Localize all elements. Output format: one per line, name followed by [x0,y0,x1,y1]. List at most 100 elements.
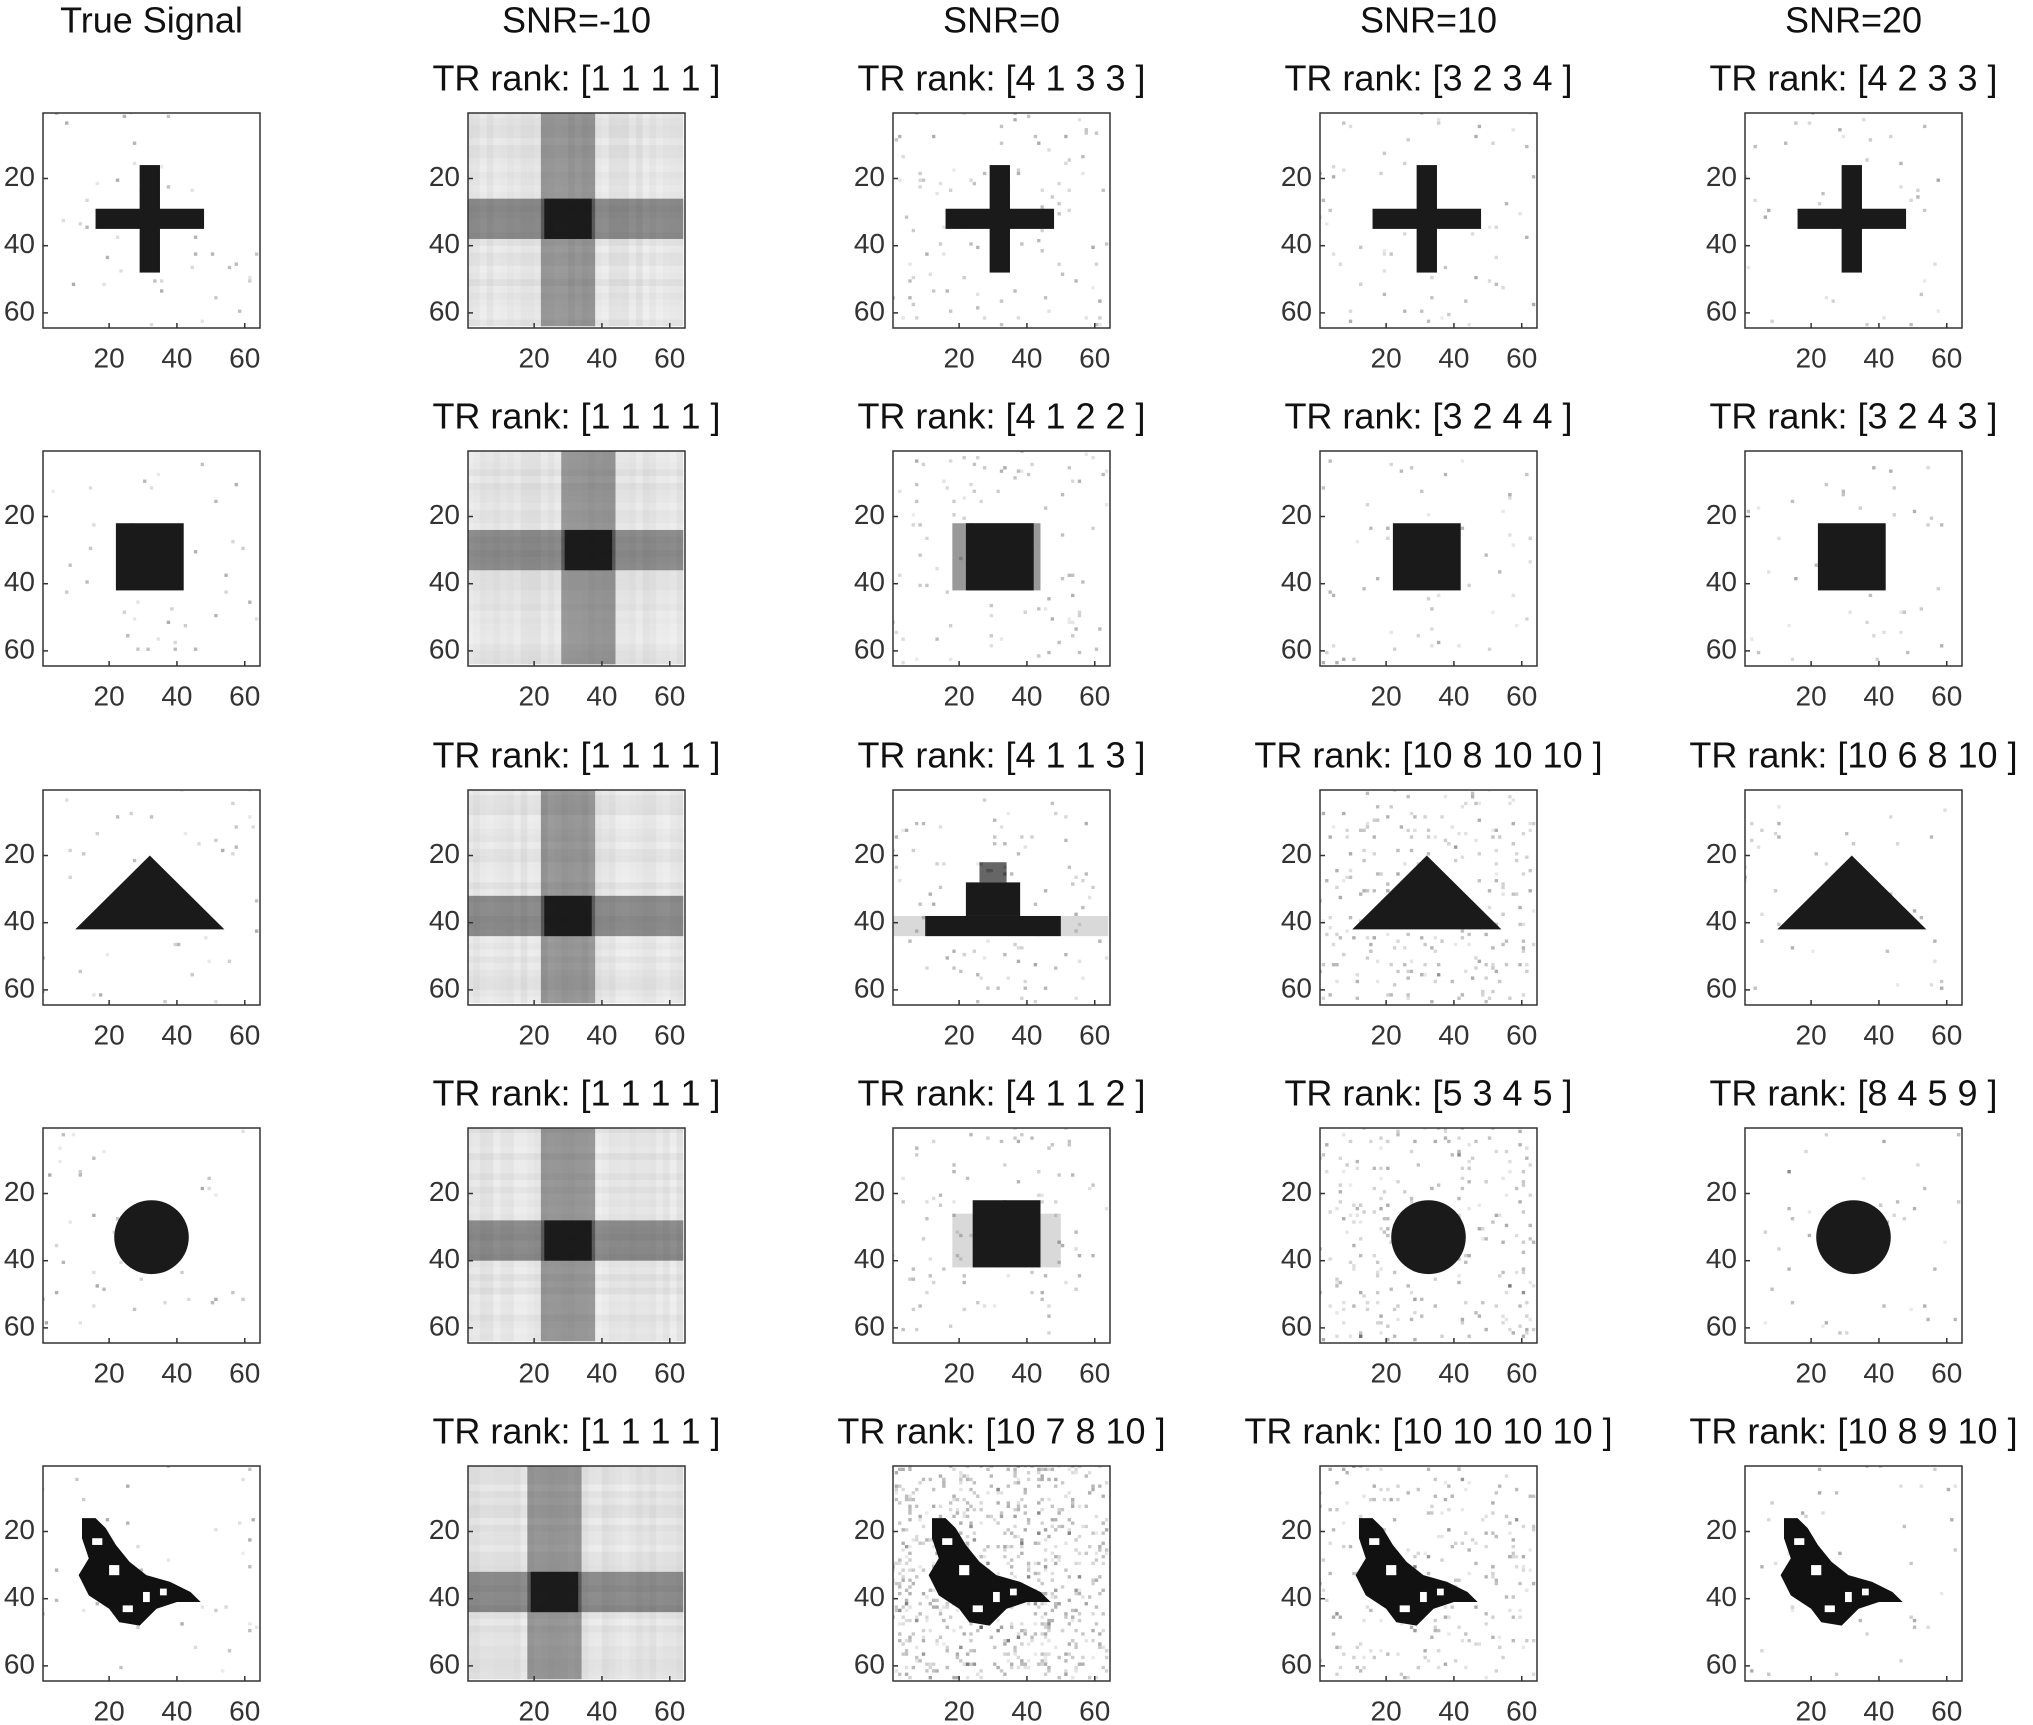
pixel-block [1342,121,1346,125]
pixel-block [1043,1602,1048,1606]
pixel-block [1358,1203,1363,1207]
pixel-block [894,138,899,142]
pixel-block [1040,1507,1044,1512]
pixel-block [210,252,215,256]
pixel-block [1416,1551,1421,1556]
pixel-block [468,835,684,843]
pixel-block [1047,309,1051,313]
pixel-block [1467,1253,1471,1258]
pixel-block [1426,597,1431,601]
pixel-block [911,1581,916,1586]
pixel-block [901,1200,905,1204]
pixel-block [1498,979,1502,984]
x-tick-label: 60 [229,680,260,711]
pixel-block [210,1301,215,1305]
pixel-block [1746,265,1751,270]
pixel-block [1101,1494,1105,1498]
pixel-block [1101,1628,1105,1633]
x-tick-label: 20 [1796,1695,1827,1725]
pixel-block [911,848,916,853]
pixel-block [1358,1334,1363,1338]
pixel-block [945,1625,949,1629]
pixel-block [1348,124,1353,129]
pixel-block [1355,979,1359,984]
pixel-block [608,1466,616,1680]
pixel-block [1443,265,1448,270]
pixel-block [1936,587,1940,591]
pixel-block [1406,1548,1410,1552]
pixel-block [1067,1531,1072,1535]
pixel-block [214,1608,218,1613]
pixel-block [999,1511,1004,1515]
pixel-block [1845,831,1849,836]
pixel-block [1077,650,1082,655]
pixel-block [1396,872,1400,876]
pixel-block [1916,188,1920,192]
pixel-block [642,1466,650,1680]
panel-subtitle: TR rank: [1 1 1 1 ] [432,1411,720,1452]
pixel-block [544,198,592,239]
pixel-block [986,1561,990,1566]
pixel-block [1365,825,1370,829]
image [893,113,1110,328]
pixel-block [1054,1544,1058,1549]
pixel-block [1348,1139,1353,1144]
pixel-block [893,1578,895,1582]
pixel-block [993,1518,997,1522]
panel-subtitle: TR rank: [10 7 8 10 ] [837,1411,1165,1452]
pixel-block [1514,1518,1519,1522]
y-tick-label: 40 [1281,566,1312,597]
pixel-block [1016,1632,1021,1636]
pixel-block [163,999,167,1004]
pixel-block [1777,536,1781,541]
pixel-block [969,482,973,487]
pixel-block [1372,208,1482,229]
pixel-block [1460,1507,1465,1512]
pixel-block [1087,1186,1092,1191]
pixel-block [1525,1331,1529,1335]
pixel-block [915,1575,919,1579]
pixel-block [1345,1471,1349,1475]
pixel-block [1358,1237,1363,1241]
pixel-block [1331,825,1336,829]
pixel-block [1375,805,1380,809]
pixel-block [1450,1494,1454,1498]
pixel-block [1504,1474,1509,1478]
pixel-block [1450,1153,1454,1157]
pixel-block [1071,620,1075,625]
pixel-block [200,319,205,323]
pixel-block [1460,1321,1465,1325]
pixel-block [180,790,184,792]
pixel-block [1033,134,1038,139]
pixel-block [1071,573,1075,577]
pixel-block [506,790,514,1004]
pixel-block [1430,275,1434,280]
pixel-block [1328,1304,1332,1308]
pixel-block [1098,322,1102,327]
pixel-block [928,1274,932,1278]
pixel-block [1420,1314,1424,1318]
pixel-block [468,451,684,457]
pixel-block [1382,1528,1387,1532]
pixel-block [1006,1274,1010,1278]
pixel-block [1037,1501,1041,1505]
pixel-block [468,583,684,591]
pixel-block [1528,113,1532,115]
pixel-block [1077,959,1082,964]
pixel-block [942,1642,946,1646]
pixel-block [1845,1591,1852,1603]
pixel-block [1457,1153,1461,1157]
pixel-block [1484,1327,1488,1332]
pixel-block [1878,1203,1883,1207]
pixel-block [1817,1467,1822,1472]
pixel-block [54,1568,59,1572]
pixel-block [1399,1605,1410,1613]
pixel-block [1358,1220,1363,1224]
pixel-block [234,825,238,829]
pixel-block [1016,852,1021,856]
pixel-block [935,1639,939,1643]
pixel-block [1331,942,1336,947]
pixel-block [965,1662,970,1666]
pixel-block [1868,593,1873,598]
pixel-block [468,171,684,179]
